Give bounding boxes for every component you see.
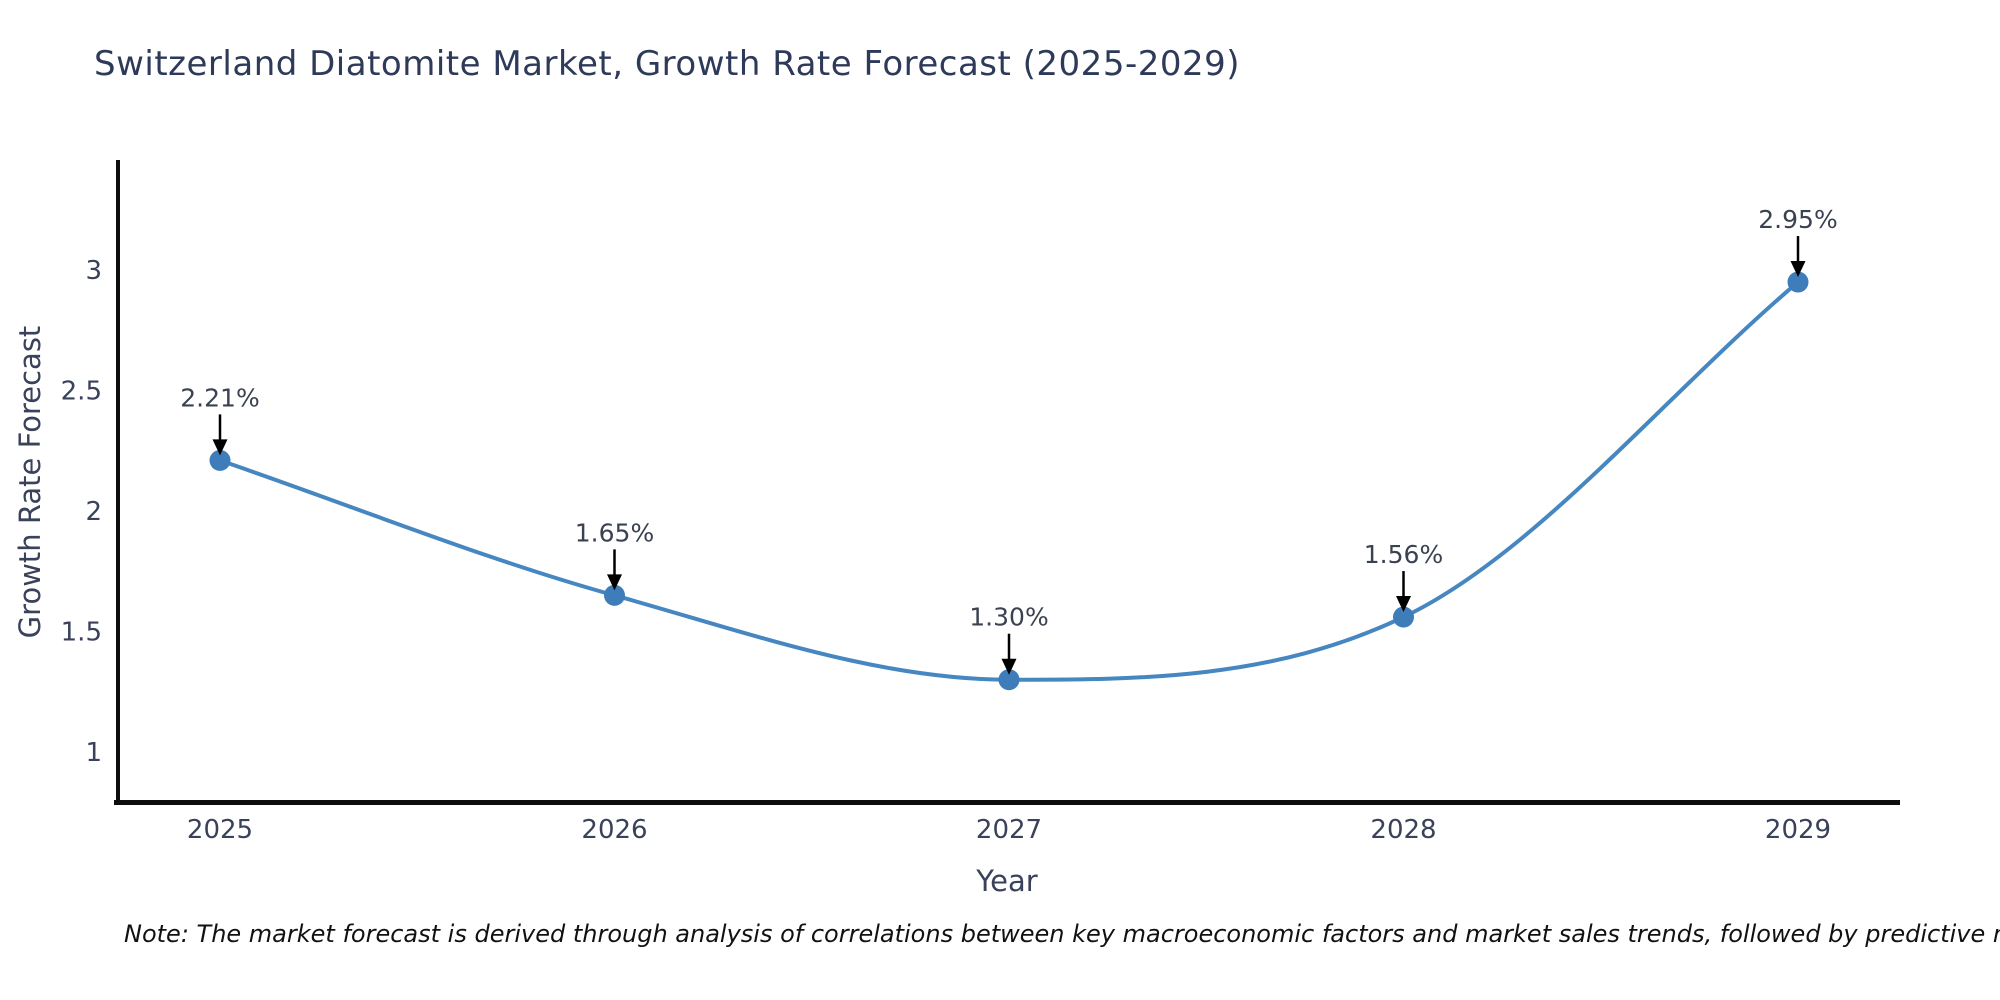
chart-title: Switzerland Diatomite Market, Growth Rat…: [94, 44, 1241, 84]
annotation-arrowhead-icon: [607, 574, 622, 591]
x-tick-label: 2027: [976, 815, 1042, 845]
x-tick-label: 2028: [1370, 815, 1436, 845]
x-axis-line: [114, 800, 1900, 805]
y-tick-label: 1: [85, 738, 102, 768]
annotation-arrowhead-icon: [1001, 658, 1017, 675]
x-tick-label: 2029: [1765, 815, 1831, 845]
data-point-label: 1.30%: [969, 603, 1048, 632]
data-point-marker: [209, 449, 231, 471]
annotation-arrowhead-icon: [212, 439, 228, 456]
y-tick-label: 2: [85, 497, 102, 527]
x-axis-title: Year: [976, 864, 1038, 898]
data-point-marker: [604, 584, 625, 606]
annotation-arrowhead-icon: [1396, 596, 1411, 613]
data-point-label: 1.65%: [575, 518, 654, 547]
data-point-marker: [998, 669, 1020, 691]
data-point-label: 2.21%: [180, 383, 259, 412]
data-point-label: 1.56%: [1364, 540, 1443, 569]
y-tick-label: 3: [85, 256, 102, 286]
y-tick-label: 1.5: [61, 618, 102, 648]
x-tick-label: 2025: [187, 815, 253, 845]
annotation-arrowhead-icon: [1790, 261, 1806, 278]
data-point-label: 2.95%: [1758, 205, 1837, 234]
data-point-marker: [1787, 271, 1809, 293]
y-tick-label: 2.5: [61, 377, 102, 407]
y-axis-line: [116, 160, 120, 805]
data-point-marker: [1393, 606, 1414, 628]
x-tick-label: 2026: [581, 815, 647, 845]
footnote: Note: The market forecast is derived thr…: [124, 920, 2000, 948]
